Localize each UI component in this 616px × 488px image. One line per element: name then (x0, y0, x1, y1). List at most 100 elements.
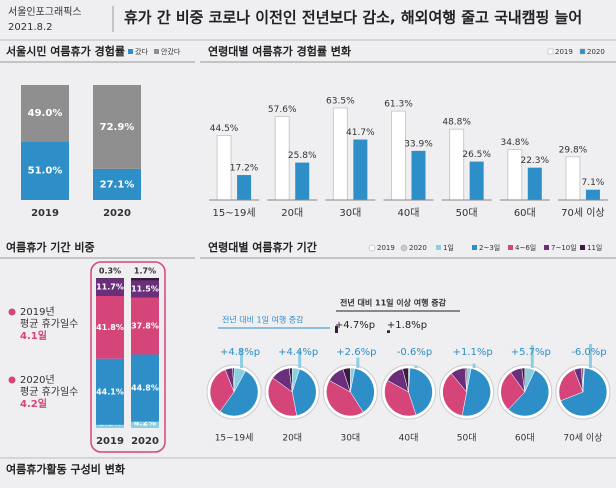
value-label: 1.7% (134, 267, 156, 276)
value-label: 25.8% (288, 151, 317, 161)
legend-swatch (128, 49, 133, 54)
pie-wedge (326, 380, 364, 417)
legend-swatch (436, 245, 441, 250)
bar (469, 161, 484, 200)
x-tick-label: 15~19세 (213, 207, 256, 219)
pie-wedge (288, 367, 293, 393)
pie-wedge (464, 367, 467, 393)
change-spike (387, 330, 390, 333)
bar (585, 189, 600, 200)
value-label: 34.8% (500, 138, 529, 148)
value-label: 11.7% (96, 283, 124, 292)
x-tick-label: 70세 이상 (561, 207, 605, 219)
value-label: 33.9% (404, 139, 433, 149)
bar (527, 167, 542, 200)
legend-label: 2~3일 (479, 243, 500, 252)
bar (391, 110, 406, 201)
date: 2021.8.2 (8, 22, 53, 33)
bar-segment (131, 421, 159, 428)
pie-wedge (508, 369, 550, 417)
pie-wedge (342, 367, 351, 393)
x-tick-label: 20대 (281, 207, 303, 219)
change-label: +2.6%p (336, 347, 376, 358)
value-label: 72.9% (100, 122, 135, 133)
bar-segment (96, 424, 124, 428)
note-text: 4.2일 (20, 397, 47, 410)
x-tick-label: 2019 (96, 436, 124, 447)
value-label: 17.2% (230, 164, 259, 174)
change-label: +1.1%p (453, 347, 493, 358)
annotation-title: 전년 대비 1일 여행 증감 (222, 315, 304, 325)
change-spike (335, 325, 338, 333)
legend-label: 2020 (409, 244, 427, 252)
x-tick-label: 15~19세 (215, 433, 254, 444)
bar-segment (131, 354, 159, 422)
change-label: -6.0%p (571, 347, 606, 358)
legend-swatch (544, 245, 549, 250)
pie-wedge (461, 368, 491, 417)
legend-swatch (154, 49, 159, 54)
value-label: 11.5% (131, 285, 159, 294)
change-label: +4.4%p (278, 347, 318, 358)
change-label: +5.7%p (511, 347, 551, 358)
legend-label: 안갔다 (161, 47, 181, 56)
value-label: 41.7% (346, 128, 375, 138)
bar-segment (131, 280, 159, 298)
pie-wedge (581, 367, 584, 393)
bar-segment (21, 141, 69, 200)
change-label: +1.8%p (387, 320, 427, 331)
brand: 서울인포그래픽스 (8, 6, 82, 18)
legend-swatch (580, 245, 585, 250)
bar-segment (96, 296, 124, 359)
bar (295, 162, 310, 200)
value-label: 44.1% (96, 387, 124, 396)
pie-wedge (291, 368, 317, 416)
note-text: 평균 휴가일수 (20, 318, 78, 330)
value-label: 41.8% (96, 323, 124, 332)
x-tick-label: 2019 (31, 208, 59, 219)
change-spike (414, 365, 418, 368)
value-label: 22.3% (520, 156, 549, 166)
bar (449, 128, 465, 201)
legend-label: 1일 (443, 243, 454, 252)
legend-label: 2019 (555, 48, 573, 56)
bar (237, 175, 252, 200)
value-label: 27.1% (100, 179, 135, 190)
bar (565, 156, 581, 201)
value-label: 37.8% (131, 322, 159, 331)
bar-segment (93, 168, 141, 200)
value-label: 44.5% (210, 124, 239, 134)
bar (411, 150, 426, 200)
pie-wedge (521, 367, 526, 393)
bar (353, 139, 368, 200)
legend-label: 2020 (587, 48, 605, 56)
change-label: -0.6%p (397, 347, 432, 358)
value-label: 26.5% (462, 150, 491, 160)
chart-title: 서울시민 여름휴가 경험률 (6, 44, 125, 58)
value-label: 48.8% (442, 118, 471, 128)
change-spike (530, 345, 534, 368)
note-dot (8, 308, 16, 316)
x-tick-label: 40대 (399, 433, 419, 444)
x-tick-label: 30대 (340, 433, 360, 444)
legend-label: 4~6일 (515, 243, 536, 252)
pie-wedge (384, 380, 417, 417)
x-tick-label: 40대 (398, 207, 420, 219)
pie-wedge (408, 367, 433, 416)
change-spike (472, 363, 476, 368)
note-text: 4.1일 (20, 329, 47, 342)
value-label: 49.0% (28, 108, 63, 119)
chart-title: 연령대별 여름휴가 기간 (208, 240, 317, 254)
bar-segment (93, 85, 141, 169)
bar-segment (131, 297, 159, 355)
pie-wedge (500, 372, 526, 410)
pie-wedge (232, 367, 235, 393)
value-label: 4.2% (134, 419, 156, 428)
highlight-box (90, 261, 166, 453)
footer-title: 여름휴가활동 구성비 변화 (6, 462, 125, 476)
legend-swatch (472, 245, 477, 250)
x-tick-label: 70세 이상 (563, 433, 602, 444)
note-text: 2019년 (20, 306, 55, 318)
value-label: 61.3% (384, 100, 413, 110)
